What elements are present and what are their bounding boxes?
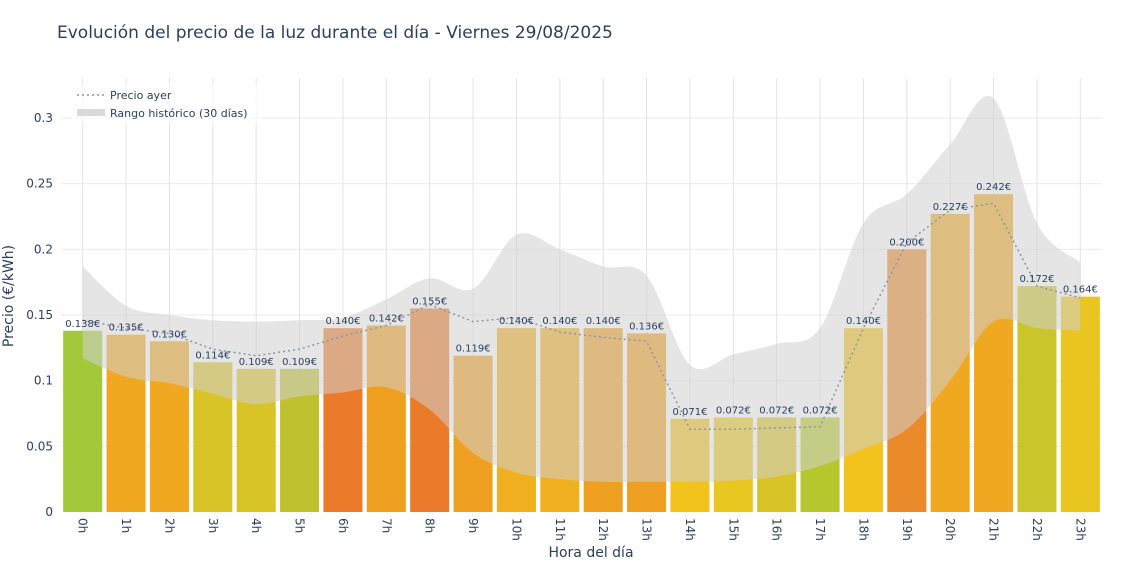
bar-value-label: 0.072€ [716, 405, 751, 416]
y-tick-label: 0.3 [34, 111, 53, 125]
legend[interactable]: Precio ayer Rango histórico (30 días) [72, 84, 262, 124]
legend-background [72, 84, 262, 124]
y-tick-label: 0.1 [34, 374, 53, 388]
x-tick-label: 18h [856, 518, 870, 541]
bar-value-label: 0.140€ [542, 316, 577, 327]
bar-value-label: 0.109€ [282, 357, 317, 368]
historical-range-band [82, 95, 1081, 482]
legend-item-historical-range[interactable]: Rango histórico (30 días) [110, 107, 248, 120]
bar-value-label: 0.130€ [152, 329, 187, 340]
x-tick-label: 8h [423, 518, 437, 533]
x-tick-label: 23h [1073, 518, 1087, 541]
y-tick-label: 0.25 [26, 177, 53, 191]
bar-value-label: 0.140€ [325, 316, 360, 327]
x-tick-label: 0h [76, 518, 90, 533]
x-tick-label: 10h [509, 518, 523, 541]
bar-value-label: 0.136€ [629, 321, 664, 332]
y-tick-label: 0 [45, 505, 53, 519]
x-tick-label: 2h [162, 518, 176, 533]
x-tick-label: 14h [683, 518, 697, 541]
bar-value-label: 0.227€ [933, 202, 968, 213]
yesterday-line-layer [82, 202, 1081, 431]
bar-value-label: 0.109€ [239, 357, 274, 368]
axis-layer: 0 0.05 0.1 0.15 0.2 0.25 0.3 0h 1h 2h 3h 4h 5h 6h 7h 8h… [26, 111, 1087, 541]
bar-value-label: 0.140€ [499, 316, 534, 327]
x-tick-label: 9h [466, 518, 480, 533]
yesterday-price-line [82, 202, 1081, 431]
x-tick-label: 11h [553, 518, 567, 541]
bar-value-label: 0.119€ [456, 344, 491, 355]
x-tick-label: 19h [900, 518, 914, 541]
data-labels-layer: 0.138€ 0.135€ 0.130€ 0.114€ 0.109€ 0.109€ 0.14… [65, 182, 1098, 418]
bar-value-label: 0.172€ [1019, 274, 1054, 285]
bar-value-label: 0.155€ [412, 296, 447, 307]
y-tick-label: 0.05 [26, 439, 53, 453]
bar-value-label: 0.242€ [976, 182, 1011, 193]
x-tick-label: 22h [1030, 518, 1044, 541]
x-tick-label: 6h [336, 518, 350, 533]
x-axis-title: Hora del día [548, 545, 633, 561]
bar-value-label: 0.071€ [672, 407, 707, 418]
bar-value-label: 0.072€ [759, 405, 794, 416]
bar-value-label: 0.140€ [846, 316, 881, 327]
x-tick-label: 15h [726, 518, 740, 541]
x-tick-label: 1h [119, 518, 133, 533]
bar-value-label: 0.200€ [889, 237, 924, 248]
x-tick-label: 20h [943, 518, 957, 541]
x-tick-label: 12h [596, 518, 610, 541]
bar-value-label: 0.142€ [369, 314, 404, 325]
bar-value-label: 0.072€ [803, 405, 838, 416]
y-axis-title: Precio (€/kWh) [1, 245, 17, 347]
bar-value-label: 0.164€ [1063, 285, 1098, 296]
legend-item-yesterday[interactable]: Precio ayer [110, 89, 172, 102]
chart-title: Evolución del precio de la luz durante e… [57, 23, 613, 43]
x-tick-label: 13h [640, 518, 654, 541]
x-tick-label: 7h [379, 518, 393, 533]
historical-range-layer [82, 95, 1081, 482]
bar-value-label: 0.140€ [586, 316, 621, 327]
bar-value-label: 0.135€ [109, 323, 144, 334]
y-tick-label: 0.15 [26, 308, 53, 322]
bar-value-label: 0.114€ [195, 350, 230, 361]
bar-value-label: 0.138€ [65, 319, 100, 330]
x-tick-label: 17h [813, 518, 827, 541]
x-tick-label: 16h [770, 518, 784, 541]
x-tick-label: 4h [249, 518, 263, 533]
x-tick-label: 3h [206, 518, 220, 533]
legend-band-swatch [77, 109, 105, 116]
bar-23h[interactable] [1060, 296, 1100, 512]
x-tick-label: 21h [987, 518, 1001, 541]
y-tick-label: 0.2 [34, 242, 53, 256]
x-tick-label: 5h [293, 518, 307, 533]
